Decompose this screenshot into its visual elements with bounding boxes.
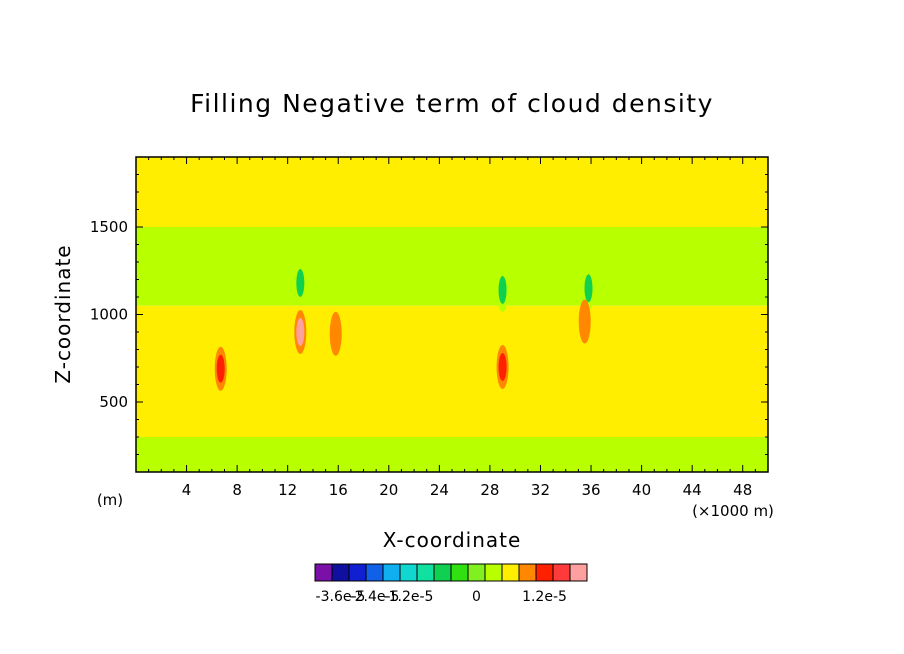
contour-cell (331, 319, 340, 348)
y-axis-label: Z-coordinate (51, 244, 75, 383)
contour-band (136, 157, 768, 227)
x-tick-label: 36 (581, 481, 600, 499)
contour-cell (498, 353, 507, 381)
x-tick-label: 28 (480, 481, 499, 499)
colorbar-label: 1.2e-5 (522, 589, 567, 605)
y-tick-label: 1000 (90, 306, 128, 324)
x-tick-label: 24 (430, 481, 449, 499)
colorbar-swatch (569, 563, 588, 582)
contour-cell (498, 276, 507, 304)
colorbar-swatch (501, 563, 520, 582)
x-tick-label: 8 (232, 481, 242, 499)
x-tick-label: 48 (733, 481, 752, 499)
colorbar-swatch (467, 563, 486, 582)
x-axis: 4 8 12 16 20 24 28 32 36 40 44 48 (148, 157, 756, 499)
x-unit-right: (×1000 m) (692, 502, 774, 520)
colorbar-swatch (518, 563, 537, 582)
x-tick-label: 12 (278, 481, 297, 499)
x-tick-label: 40 (632, 481, 651, 499)
colorbar-label: -2.4e-5 (350, 589, 400, 605)
colorbar-swatch (365, 563, 384, 582)
x-tick-label: 16 (329, 481, 348, 499)
contour-cell (580, 307, 589, 336)
colorbar-label: 0 (472, 589, 481, 605)
contour-band (136, 437, 768, 472)
x-tick-label: 20 (379, 481, 398, 499)
colorbar-swatch (416, 563, 435, 582)
contour-band (136, 227, 768, 306)
colorbar-swatch (348, 563, 367, 582)
x-tick-label: 32 (531, 481, 550, 499)
contour-cell-core (298, 327, 302, 337)
y-tick-label: 500 (99, 393, 128, 411)
colorbar: -3.6e-5-2.4e-5-1.2e-5 0 1.2e-5 (314, 563, 588, 605)
contour-cell (216, 354, 225, 383)
x-unit-left: (m) (97, 491, 123, 509)
contour-band (136, 305, 768, 367)
contour-band (136, 367, 768, 437)
colorbar-swatch (399, 563, 418, 582)
colorbar-swatch (382, 563, 401, 582)
colorbar-label: -3.6e-5 (316, 589, 366, 605)
colorbar-swatch (331, 563, 350, 582)
contour-cell (584, 274, 593, 303)
colorbar-label: -1.2e-5 (384, 589, 434, 605)
x-tick-label: 44 (683, 481, 702, 499)
x-tick-label: 4 (182, 481, 192, 499)
colorbar-swatch (450, 563, 469, 582)
colorbar-swatch (535, 563, 554, 582)
x-axis-label: X-coordinate (383, 528, 522, 552)
colorbar-swatch (552, 563, 571, 582)
y-axis: 500 1000 1500 (90, 174, 768, 455)
colorbar-swatch (314, 563, 333, 582)
colorbar-swatch (433, 563, 452, 582)
y-tick-label: 1500 (90, 218, 128, 236)
chart-title: Filling Negative term of cloud density (190, 89, 714, 118)
contour-field (136, 157, 768, 472)
contour-cell (296, 269, 305, 297)
colorbar-swatch (484, 563, 503, 582)
